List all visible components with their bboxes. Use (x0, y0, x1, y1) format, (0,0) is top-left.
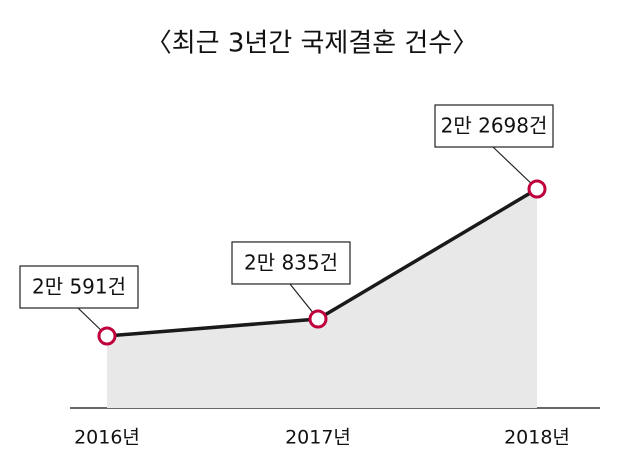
area (107, 189, 537, 408)
callout-box (434, 104, 554, 148)
value-label: 2만 591건 (32, 275, 126, 299)
callout-box (19, 265, 139, 309)
callout-pointer (492, 146, 538, 190)
chart-title: 〈최근 3년간 국제결혼 건수〉 (146, 29, 479, 59)
value-label: 2만 835건 (244, 250, 338, 274)
x-tick-label: 2018년 (504, 427, 570, 449)
x-tick-label: 2017년 (285, 427, 351, 449)
x-tick-label: 2016년 (74, 427, 140, 449)
point (527, 179, 547, 199)
point (97, 326, 117, 346)
value-label: 2만 2698건 (441, 114, 548, 138)
point (308, 309, 328, 329)
callout-box (231, 241, 351, 285)
